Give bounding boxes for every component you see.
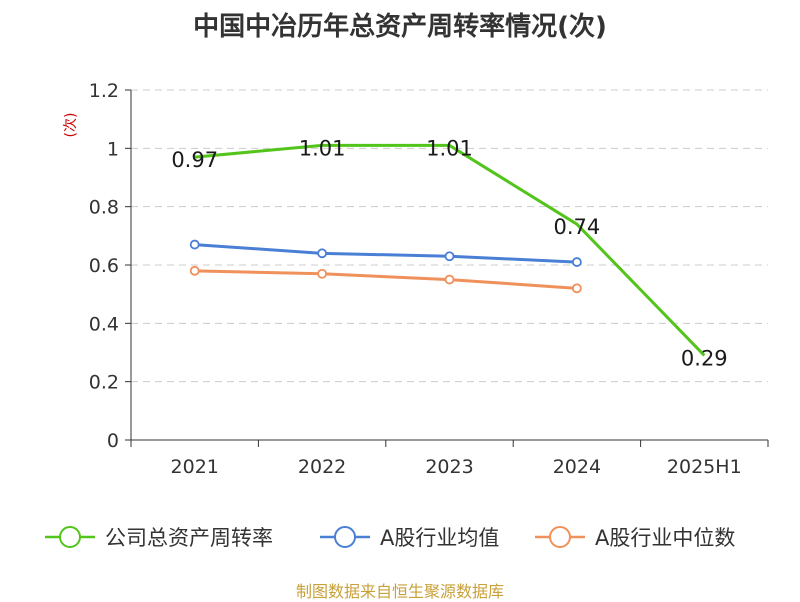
data-point xyxy=(444,274,455,285)
legend-marker xyxy=(59,526,81,548)
legend: 公司总资产周转率 A股行业均值 A股行业中位数 xyxy=(45,526,735,550)
grid-lines xyxy=(131,89,768,383)
legend-marker xyxy=(549,526,571,548)
data-label: 0.97 xyxy=(171,148,218,172)
data-label: 0.29 xyxy=(681,346,728,370)
y-tick-label: 0.8 xyxy=(89,197,119,219)
y-tick-label: 1 xyxy=(107,138,119,160)
source-note: 制图数据来自恒生聚源数据库 xyxy=(295,582,504,601)
y-tick-label: 1.2 xyxy=(89,80,119,102)
legend-item[interactable]: A股行业均值 xyxy=(320,526,499,550)
data-label: 1.01 xyxy=(426,136,473,160)
legend-label: A股行业均值 xyxy=(380,526,499,550)
data-point xyxy=(572,283,582,294)
legend-item[interactable]: A股行业中位数 xyxy=(535,526,735,550)
data-point xyxy=(317,268,328,279)
series-lines xyxy=(189,143,706,357)
x-tick-label: 2022 xyxy=(298,456,346,478)
legend-item[interactable]: 公司总资产周转率 xyxy=(45,526,273,550)
chart-title: 中国中冶历年总资产周转率情况(次) xyxy=(193,12,607,42)
x-tick-label: 2025H1 xyxy=(667,456,742,478)
data-point xyxy=(189,239,200,250)
y-tick-label: 0 xyxy=(107,430,119,452)
x-tick-label: 2021 xyxy=(171,456,219,478)
data-point xyxy=(189,265,200,276)
y-tick-label: 0.4 xyxy=(89,313,119,335)
y-axis-unit-label: (次) xyxy=(63,113,79,138)
legend-label: 公司总资产周转率 xyxy=(105,526,273,550)
axes: 0 0.2 0.4 0.6 0.8 1 1.2 2021 2022 2023 2024 2025H1 (… xyxy=(63,80,769,478)
data-labels: 0.97 1.01 1.01 0.74 0.29 xyxy=(171,136,727,370)
series-line-0 xyxy=(194,143,706,357)
series-line-2 xyxy=(194,269,578,290)
data-label: 0.74 xyxy=(554,215,601,239)
legend-marker xyxy=(334,526,356,548)
x-tick-label: 2023 xyxy=(425,456,473,478)
data-point xyxy=(444,251,455,262)
x-tick-label: 2024 xyxy=(553,456,601,478)
y-tick-label: 0.6 xyxy=(89,255,119,277)
data-point xyxy=(317,248,328,259)
data-point xyxy=(572,257,582,267)
data-label: 1.01 xyxy=(299,136,346,160)
y-tick-label: 0.2 xyxy=(89,372,119,394)
legend-label: A股行业中位数 xyxy=(595,526,735,550)
series-line-1 xyxy=(194,243,577,264)
